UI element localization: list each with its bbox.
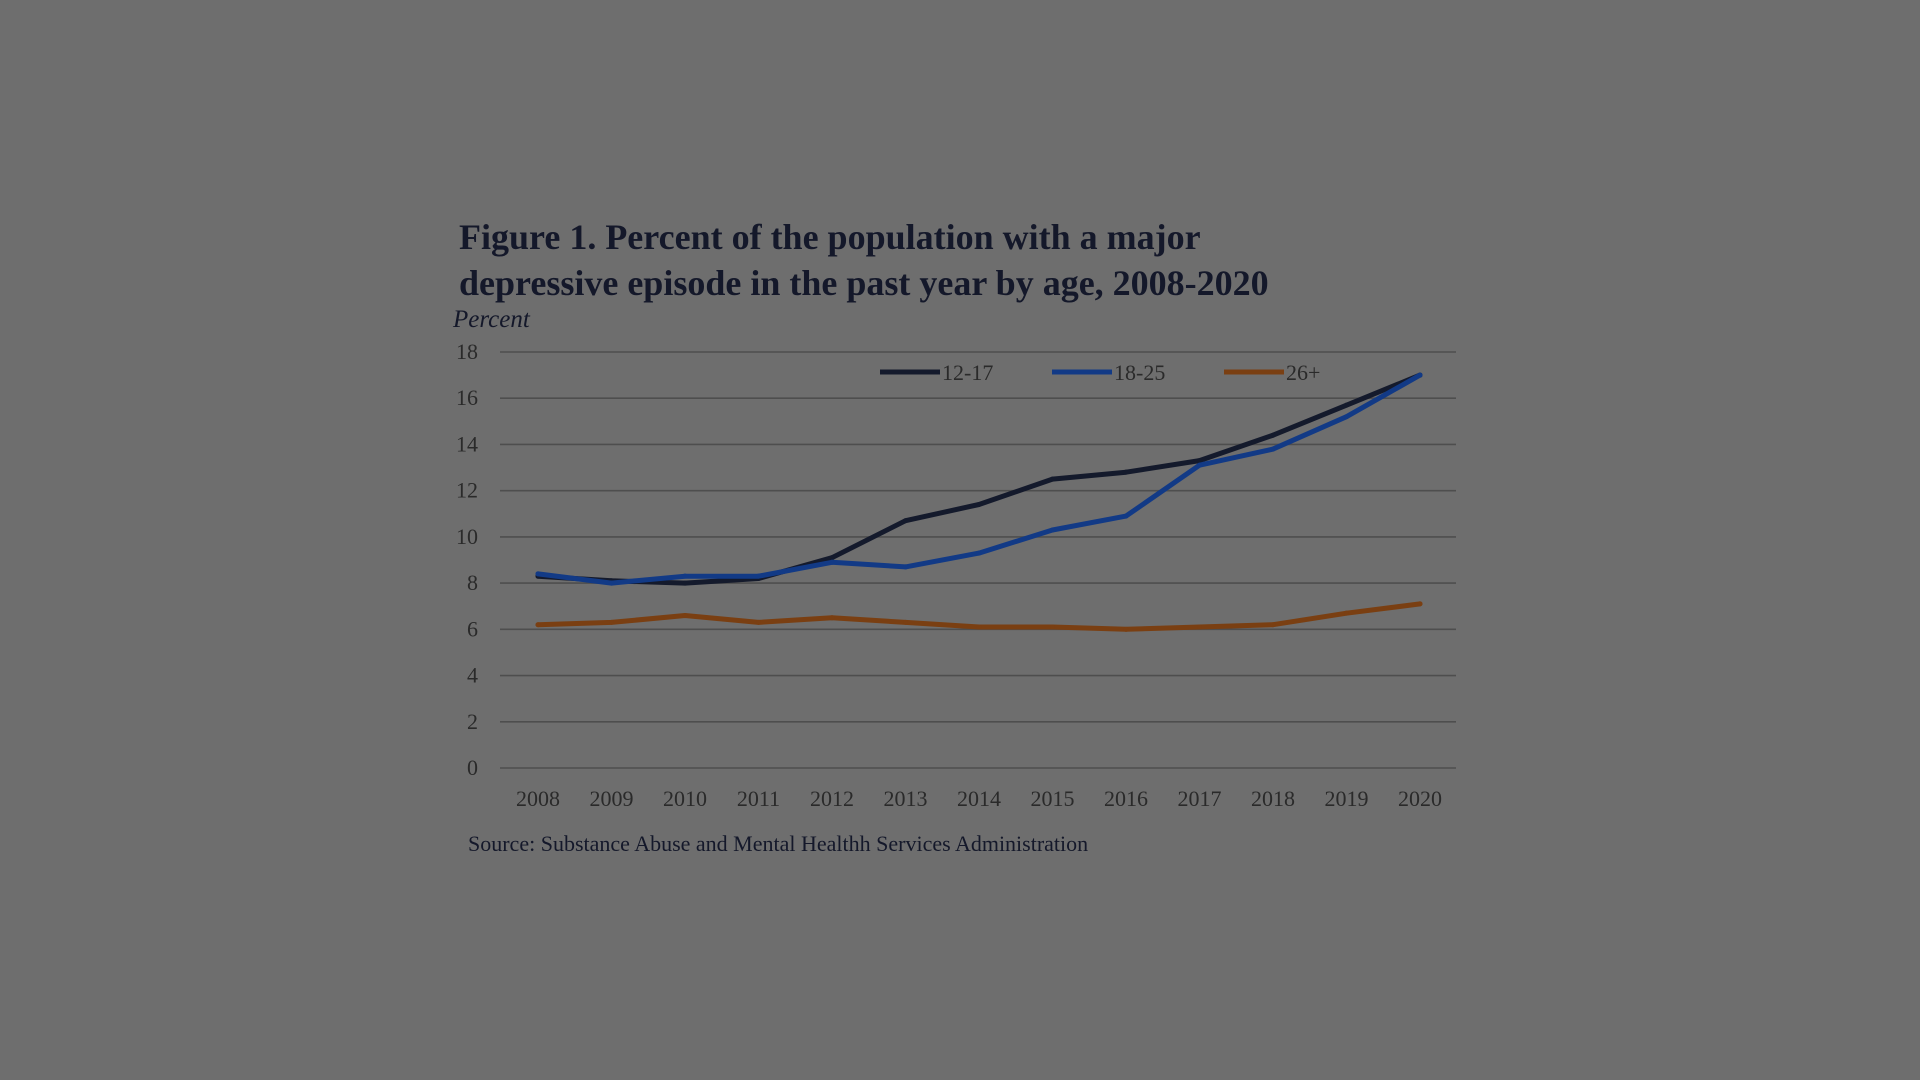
data-point-12-17-2018	[1270, 432, 1276, 438]
chart-title: Figure 1. Percent of the population with…	[459, 214, 1439, 306]
x-tick-label-2011: 2011	[737, 786, 780, 811]
data-point-18-25-2020	[1417, 372, 1423, 378]
data-point-26+-2015	[1050, 624, 1055, 630]
x-tick-label-2020: 2020	[1398, 786, 1442, 811]
data-point-18-25-2009	[609, 580, 614, 586]
data-point-12-17-2019	[1344, 402, 1349, 408]
data-point-26+-2010	[682, 612, 688, 618]
data-point-26+-2014	[976, 624, 982, 630]
legend-label-18-25: 18-25	[1114, 360, 1165, 385]
data-point-12-17-2014	[976, 502, 982, 508]
y-tick-label-0: 0	[467, 755, 478, 780]
data-point-26+-2013	[903, 619, 908, 625]
data-point-18-25-2013	[903, 564, 908, 570]
data-point-18-25-2017	[1197, 462, 1202, 468]
data-point-18-25-2012	[829, 559, 835, 565]
data-point-18-25-2014	[976, 550, 982, 556]
y-tick-label-2: 2	[467, 709, 478, 734]
data-point-18-25-2018	[1270, 446, 1276, 452]
y-axis-unit-label: Percent	[453, 306, 530, 333]
x-tick-label-2008: 2008	[516, 786, 560, 811]
data-point-26+-2017	[1197, 624, 1202, 630]
y-tick-label-10: 10	[456, 524, 478, 549]
data-point-18-25-2019	[1344, 414, 1349, 420]
data-point-18-25-2016	[1123, 513, 1129, 519]
x-tick-label-2016: 2016	[1104, 786, 1148, 811]
chart-title-line-2: depressive episode in the past year by a…	[459, 263, 1269, 303]
y-tick-label-14: 14	[456, 431, 478, 456]
legend: 12-17 18-25 26+	[880, 360, 1320, 385]
y-tick-label-6: 6	[467, 616, 478, 641]
data-point-12-17-2013	[903, 518, 908, 524]
data-point-12-17-2015	[1050, 476, 1055, 482]
y-tick-label-18: 18	[456, 339, 478, 364]
y-tick-label-16: 16	[456, 385, 478, 410]
data-point-18-25-2015	[1050, 527, 1055, 533]
x-tick-label-2013: 2013	[884, 786, 928, 811]
legend-label-26+: 26+	[1286, 360, 1320, 385]
x-tick-label-2012: 2012	[810, 786, 854, 811]
y-tick-label-8: 8	[467, 570, 478, 595]
x-tick-label-2019: 2019	[1325, 786, 1369, 811]
y-tick-label-4: 4	[467, 663, 478, 688]
series-lines	[535, 372, 1423, 632]
x-tick-label-2017: 2017	[1178, 786, 1222, 811]
gridlines	[500, 351, 1456, 769]
x-tick-label-2015: 2015	[1031, 786, 1075, 811]
data-point-12-17-2012	[829, 555, 835, 561]
x-tick-label-2009: 2009	[590, 786, 634, 811]
data-point-12-17-2017	[1197, 458, 1202, 464]
data-point-26+-2020	[1417, 601, 1423, 607]
y-axis-ticks: 0 2 4 6 8 10 12 14 16 18	[456, 339, 478, 780]
data-point-26+-2009	[609, 619, 614, 625]
data-point-18-25-2011	[756, 573, 761, 579]
chart-title-line-1: Figure 1. Percent of the population with…	[459, 217, 1201, 257]
x-tick-label-2018: 2018	[1251, 786, 1295, 811]
data-point-26+-2016	[1123, 626, 1129, 632]
y-tick-label-12: 12	[456, 478, 478, 503]
data-point-12-17-2010	[682, 580, 688, 586]
data-point-26+-2008	[535, 622, 541, 628]
x-axis-ticks: 2008 2009 2010 2011 2012 2013 2014 2015 2016 2017…	[516, 786, 1442, 811]
data-point-26+-2019	[1344, 610, 1349, 616]
x-tick-label-2010: 2010	[663, 786, 707, 811]
legend-label-12-17: 12-17	[942, 360, 993, 385]
data-point-26+-2011	[756, 619, 761, 625]
data-point-26+-2018	[1270, 622, 1276, 628]
data-point-18-25-2008	[535, 571, 541, 577]
data-point-18-25-2010	[682, 573, 688, 579]
data-point-12-17-2016	[1123, 469, 1129, 475]
source-note: Source: Substance Abuse and Mental Healt…	[468, 831, 1089, 856]
x-tick-label-2014: 2014	[957, 786, 1001, 811]
data-point-26+-2012	[829, 615, 835, 621]
